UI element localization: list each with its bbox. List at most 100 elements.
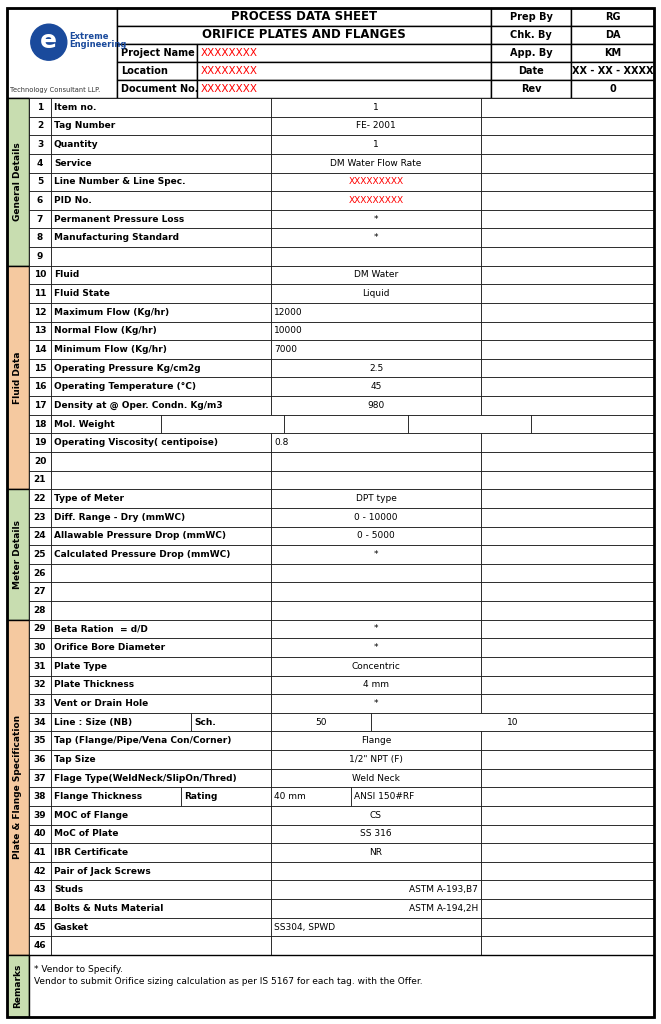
Bar [271, 172, 481, 191]
Bar [481, 843, 654, 862]
Bar [51, 172, 271, 191]
Text: ANSI 150#RF: ANSI 150#RF [354, 793, 414, 801]
Text: 21: 21 [34, 475, 46, 484]
Bar [29, 824, 51, 843]
Text: Quantity: Quantity [54, 140, 98, 150]
Bar [51, 135, 271, 154]
Text: 1: 1 [373, 140, 379, 150]
Text: 2: 2 [37, 122, 43, 130]
Bar [271, 303, 481, 322]
Text: ASTM A-194,2H: ASTM A-194,2H [408, 904, 478, 913]
Bar [29, 638, 51, 657]
Bar [51, 508, 271, 526]
Text: Line : Size (NB): Line : Size (NB) [54, 718, 132, 727]
Bar [51, 415, 161, 433]
Bar [481, 247, 654, 265]
Bar [271, 228, 481, 247]
Bar [481, 340, 654, 358]
Bar [571, 44, 654, 62]
Bar [481, 564, 654, 583]
Text: FE- 2001: FE- 2001 [356, 122, 396, 130]
Text: KM: KM [604, 48, 621, 58]
Bar [271, 526, 481, 545]
Bar [571, 8, 654, 26]
Text: 9: 9 [37, 252, 43, 261]
Bar [481, 265, 654, 285]
Text: Orifice Bore Diameter: Orifice Bore Diameter [54, 643, 165, 652]
Bar [481, 526, 654, 545]
Text: Vent or Drain Hole: Vent or Drain Hole [54, 699, 148, 708]
Text: 2.5: 2.5 [369, 364, 383, 373]
Text: 11: 11 [34, 289, 46, 298]
Text: 1: 1 [373, 102, 379, 112]
Text: Operating Temperature (°C): Operating Temperature (°C) [54, 382, 196, 391]
Bar [271, 694, 481, 713]
Bar [29, 415, 51, 433]
Text: 12: 12 [34, 308, 46, 316]
Bar [51, 358, 271, 378]
Bar [51, 471, 271, 489]
Bar [29, 713, 51, 731]
Text: 18: 18 [34, 420, 46, 428]
Bar [29, 769, 51, 787]
Text: DM Water Flow Rate: DM Water Flow Rate [330, 159, 422, 168]
Bar [271, 657, 481, 676]
Bar [271, 881, 481, 899]
Text: 20: 20 [34, 457, 46, 466]
Bar [271, 676, 481, 694]
Text: 40: 40 [34, 829, 46, 839]
Bar [371, 713, 654, 731]
Text: 33: 33 [34, 699, 46, 708]
Text: 35: 35 [34, 736, 46, 745]
Text: Technology Consultant LLP.: Technology Consultant LLP. [10, 87, 100, 93]
Bar [7, 98, 29, 265]
Text: Bolts & Nuts Material: Bolts & Nuts Material [54, 904, 163, 913]
Text: 37: 37 [34, 773, 46, 782]
Text: 6: 6 [37, 196, 43, 205]
Bar [29, 378, 51, 396]
Text: 1: 1 [37, 102, 43, 112]
Text: Line Number & Line Spec.: Line Number & Line Spec. [54, 177, 186, 186]
Bar [29, 303, 51, 322]
Text: Item no.: Item no. [54, 102, 97, 112]
Bar [117, 62, 197, 80]
Bar [481, 322, 654, 340]
Text: Plate Type: Plate Type [54, 662, 107, 671]
Text: 32: 32 [34, 680, 46, 689]
Text: 8: 8 [37, 233, 43, 243]
Bar [271, 117, 481, 135]
Text: 15: 15 [34, 364, 46, 373]
Text: 0 - 5000: 0 - 5000 [357, 531, 395, 541]
Text: 46: 46 [34, 941, 46, 950]
Text: 10: 10 [34, 270, 46, 280]
Text: Tap (Flange/Pipe/Vena Con/Corner): Tap (Flange/Pipe/Vena Con/Corner) [54, 736, 231, 745]
Bar [51, 322, 271, 340]
Text: Plate & Flange Specification: Plate & Flange Specification [13, 715, 22, 859]
Bar [491, 62, 571, 80]
Bar [191, 713, 271, 731]
Bar [481, 452, 654, 471]
Text: Maximum Flow (Kg/hr): Maximum Flow (Kg/hr) [54, 308, 169, 316]
Bar [271, 452, 481, 471]
Text: Weld Neck: Weld Neck [352, 773, 400, 782]
Bar [29, 881, 51, 899]
Bar [481, 303, 654, 322]
Text: Document No.: Document No. [121, 84, 198, 94]
Text: Fluid: Fluid [54, 270, 79, 280]
Bar [481, 862, 654, 881]
Bar [271, 265, 481, 285]
Text: Normal Flow (Kg/hr): Normal Flow (Kg/hr) [54, 327, 157, 336]
Bar [51, 210, 271, 228]
Text: 12000: 12000 [274, 308, 303, 316]
Bar [271, 396, 481, 415]
Bar [29, 322, 51, 340]
Bar [271, 731, 481, 750]
Bar [481, 117, 654, 135]
Bar [51, 228, 271, 247]
Bar [571, 62, 654, 80]
Bar [351, 787, 481, 806]
Bar [481, 378, 654, 396]
Bar [29, 843, 51, 862]
Bar [29, 936, 51, 955]
Text: Pair of Jack Screws: Pair of Jack Screws [54, 866, 151, 876]
